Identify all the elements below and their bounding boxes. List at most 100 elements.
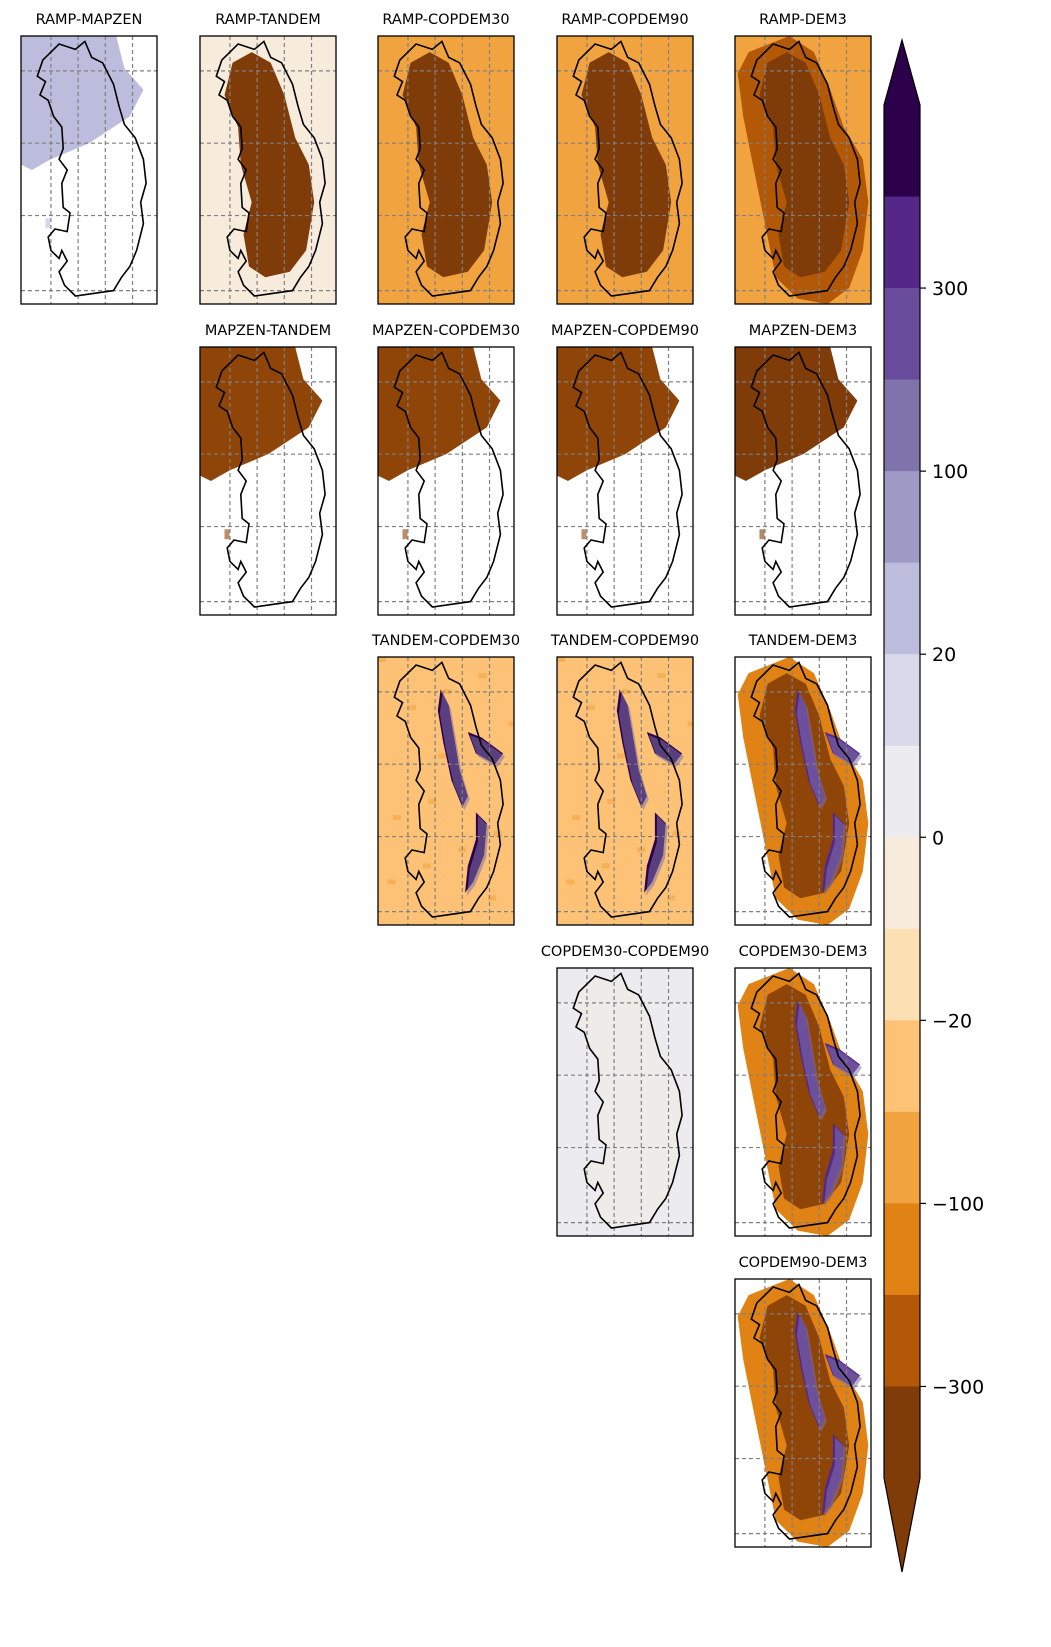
streak-edge bbox=[826, 735, 863, 768]
panel-frame bbox=[199, 35, 337, 305]
panel-frame bbox=[556, 967, 694, 1237]
panel-field bbox=[557, 347, 693, 615]
panel-frame bbox=[734, 346, 872, 616]
panel-title: COPDEM90-DEM3 bbox=[739, 1255, 868, 1271]
streak-edge bbox=[646, 815, 668, 896]
difference-patch bbox=[200, 347, 323, 481]
background-field bbox=[557, 657, 693, 925]
colorbar-level bbox=[884, 837, 920, 930]
streak-edge bbox=[469, 735, 506, 768]
panel-frame bbox=[556, 35, 694, 305]
panel-field bbox=[378, 36, 514, 304]
streak-edge bbox=[648, 735, 685, 768]
island-outline bbox=[572, 661, 683, 918]
island-outline bbox=[750, 1283, 861, 1540]
difference-patch bbox=[573, 973, 683, 1228]
panel-field bbox=[557, 657, 693, 925]
panel-copdem30-copdem90: COPDEM30-COPDEM90 bbox=[541, 944, 709, 1237]
panel-field bbox=[735, 968, 871, 1236]
panel-field bbox=[200, 36, 336, 304]
difference-patch bbox=[557, 347, 680, 481]
difference-speck bbox=[581, 529, 587, 540]
colorbar-level bbox=[884, 1203, 920, 1296]
panel-mapzen-copdem90: MAPZEN-COPDEM90 bbox=[551, 323, 699, 616]
colorbar-level bbox=[884, 288, 920, 381]
panel-field bbox=[200, 347, 336, 615]
colorbar-extend-top bbox=[884, 40, 920, 105]
colorbar-level bbox=[884, 654, 920, 747]
panel-title: MAPZEN-COPDEM90 bbox=[551, 323, 699, 339]
panel-frame bbox=[377, 656, 515, 926]
colorbar-tick-label: 20 bbox=[932, 644, 956, 666]
streak-edge bbox=[826, 1357, 863, 1390]
streak-edge bbox=[618, 692, 649, 811]
texture-speck bbox=[508, 721, 514, 727]
difference-patch bbox=[402, 52, 493, 278]
colorbar-level bbox=[884, 196, 920, 289]
panel-ramp-copdem90: RAMP-COPDEM90 bbox=[556, 12, 694, 305]
difference-patch bbox=[581, 52, 672, 278]
texture-speck bbox=[672, 831, 681, 837]
panel-field bbox=[735, 36, 871, 304]
panel-field bbox=[21, 36, 157, 304]
streak-edge bbox=[796, 692, 827, 811]
texture-speck bbox=[687, 721, 693, 727]
colorbar-tick-label: 0 bbox=[932, 827, 944, 849]
panel-frame bbox=[20, 35, 158, 305]
panel-title: RAMP-MAPZEN bbox=[36, 12, 143, 28]
panel-field bbox=[735, 1279, 871, 1547]
island-outline bbox=[572, 40, 683, 297]
difference-patch bbox=[735, 347, 858, 481]
island-outline bbox=[215, 40, 326, 297]
colorbar-level bbox=[884, 745, 920, 838]
texture-speck bbox=[422, 863, 431, 869]
streak-edge bbox=[796, 1314, 827, 1433]
texture-speck bbox=[437, 753, 446, 759]
panel-frame bbox=[734, 656, 872, 926]
texture-speck bbox=[607, 799, 616, 805]
colorbar-level bbox=[884, 1111, 920, 1204]
panel-tandem-copdem30: TANDEM-COPDEM30 bbox=[371, 633, 520, 926]
texture-speck bbox=[488, 895, 497, 901]
panel-frame bbox=[734, 35, 872, 305]
texture-speck bbox=[557, 657, 565, 662]
panel-title: RAMP-COPDEM30 bbox=[382, 12, 509, 28]
streak-edge bbox=[824, 1126, 846, 1207]
island-outline bbox=[750, 661, 861, 918]
colorbar-tick-label: −100 bbox=[932, 1193, 984, 1215]
panel-mapzen-copdem30: MAPZEN-COPDEM30 bbox=[372, 323, 520, 616]
panel-title: COPDEM30-DEM3 bbox=[739, 944, 868, 960]
difference-patch bbox=[21, 36, 144, 170]
streak-edge bbox=[824, 815, 846, 896]
background-field bbox=[378, 657, 514, 925]
island-outline bbox=[750, 40, 861, 297]
texture-speck bbox=[493, 831, 502, 837]
difference-speck bbox=[402, 529, 408, 540]
colorbar-outline bbox=[883, 37, 921, 1573]
panel-frame bbox=[556, 656, 694, 926]
panel-title: RAMP-COPDEM90 bbox=[561, 12, 688, 28]
panel-ramp-copdem30: RAMP-COPDEM30 bbox=[377, 12, 515, 305]
panel-field bbox=[557, 36, 693, 304]
panel-ramp-tandem: RAMP-TANDEM bbox=[199, 12, 337, 305]
panel-field bbox=[735, 657, 871, 925]
island-outline bbox=[393, 40, 504, 297]
island-outline bbox=[215, 351, 326, 608]
texture-speck bbox=[616, 753, 625, 759]
difference-patch bbox=[759, 673, 850, 899]
panel-field bbox=[378, 657, 514, 925]
texture-speck bbox=[378, 657, 386, 662]
colorbar-level bbox=[884, 1294, 920, 1388]
panel-frame bbox=[377, 346, 515, 616]
panel-title: MAPZEN-TANDEM bbox=[205, 323, 331, 339]
colorbar: 300 100 20 0 −20 −100 −300 bbox=[883, 37, 984, 1573]
texture-speck bbox=[622, 689, 631, 695]
colorbar-level bbox=[884, 928, 920, 1021]
panel-frame bbox=[199, 346, 337, 616]
panel-title: TANDEM-DEM3 bbox=[748, 633, 858, 649]
panel-tandem-dem3: TANDEM-DEM3 bbox=[734, 633, 872, 926]
texture-speck bbox=[478, 673, 487, 679]
island-outline bbox=[750, 351, 861, 608]
panel-frame bbox=[377, 35, 515, 305]
